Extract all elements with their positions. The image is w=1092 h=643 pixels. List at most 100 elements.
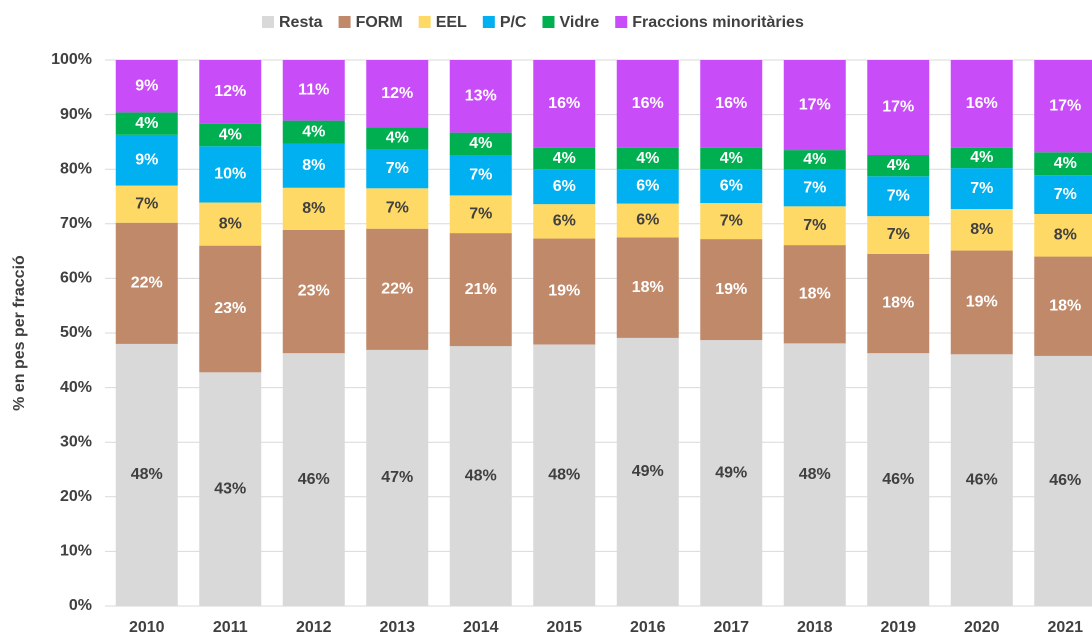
data-label: 19% <box>715 281 747 298</box>
bar-segment <box>950 147 1013 169</box>
data-label: 46% <box>1049 472 1081 489</box>
bar-segment <box>115 112 178 135</box>
bar-segment <box>533 204 596 239</box>
data-label: 4% <box>803 151 826 168</box>
data-label: 10% <box>214 166 246 183</box>
y-tick-label: 80% <box>60 160 92 177</box>
data-label: 19% <box>548 283 580 300</box>
bar-segment <box>115 343 178 606</box>
legend-label: Resta <box>279 14 323 31</box>
y-tick-label: 60% <box>60 270 92 287</box>
bar-segment <box>533 238 596 345</box>
bar-segment <box>199 60 262 124</box>
data-label: 9% <box>135 151 158 168</box>
bar-segment <box>115 134 178 186</box>
bar-segment <box>700 203 763 240</box>
data-label: 4% <box>720 150 743 167</box>
data-label: 7% <box>135 195 158 212</box>
x-tick-label: 2012 <box>296 619 332 636</box>
bar-segment <box>950 168 1013 210</box>
bar-segment <box>449 155 512 196</box>
data-label: 7% <box>720 212 743 229</box>
bar-segment <box>366 127 429 149</box>
x-tick-label: 2017 <box>713 619 749 636</box>
bar-segment <box>282 120 345 144</box>
data-label: 7% <box>970 180 993 197</box>
data-label: 17% <box>799 96 831 113</box>
bar-segment <box>533 60 596 148</box>
y-tick-label: 100% <box>51 51 92 68</box>
bar-segment <box>783 169 846 207</box>
bar-segment <box>700 60 763 148</box>
y-tick-label: 70% <box>60 215 92 232</box>
bar-segment <box>366 349 429 606</box>
data-label: 18% <box>799 285 831 302</box>
data-label: 18% <box>882 295 914 312</box>
x-tick-label: 2021 <box>1047 619 1083 636</box>
data-label: 4% <box>970 149 993 166</box>
data-label: 49% <box>632 463 664 480</box>
bar-segment <box>282 187 345 230</box>
data-label: 6% <box>636 212 659 229</box>
y-tick-label: 90% <box>60 106 92 123</box>
data-label: 16% <box>548 95 580 112</box>
x-tick-label: 2015 <box>546 619 582 636</box>
data-label: 18% <box>632 279 664 296</box>
bar-segment <box>700 239 763 341</box>
x-tick-label: 2014 <box>463 619 499 636</box>
data-label: 22% <box>131 275 163 292</box>
bar-segment <box>115 60 178 113</box>
data-label: 16% <box>966 95 998 112</box>
legend-swatch <box>262 16 274 28</box>
data-label: 9% <box>135 77 158 94</box>
data-label: 7% <box>887 187 910 204</box>
bar-segment <box>867 155 930 177</box>
x-tick-label: 2019 <box>880 619 916 636</box>
bar-segment <box>616 337 679 606</box>
bar-segment <box>867 216 930 254</box>
data-label: 4% <box>302 123 325 140</box>
data-label: 7% <box>386 200 409 217</box>
data-label: 46% <box>298 471 330 488</box>
bar-segment <box>867 60 930 156</box>
data-label: 48% <box>799 466 831 483</box>
bar-segment <box>115 185 178 223</box>
data-label: 8% <box>219 215 242 232</box>
bar-segment <box>199 372 262 606</box>
data-label: 11% <box>298 82 329 99</box>
bar-segment <box>616 60 679 148</box>
data-label: 7% <box>803 179 826 196</box>
legend-swatch <box>542 16 555 28</box>
y-tick-label: 30% <box>60 433 92 450</box>
bar-segment <box>616 203 679 238</box>
data-label: 7% <box>469 166 492 183</box>
bar-segment <box>1034 213 1092 257</box>
data-label: 4% <box>1054 155 1077 172</box>
bar-segment <box>449 60 512 133</box>
data-label: 19% <box>966 294 998 311</box>
legend-label: Fraccions minoritàries <box>632 14 804 31</box>
y-tick-label: 20% <box>60 488 92 505</box>
legend-swatch <box>482 16 495 28</box>
bar-segment <box>950 354 1013 606</box>
legend-swatch <box>418 16 431 28</box>
data-label: 17% <box>882 99 914 116</box>
bar-segment <box>449 233 512 347</box>
bar-segment <box>950 60 1013 148</box>
data-label: 13% <box>465 88 497 105</box>
data-label: 8% <box>1054 226 1077 243</box>
x-tick-label: 2013 <box>379 619 415 636</box>
bar-segment <box>199 202 262 246</box>
bar-segment <box>867 253 930 354</box>
x-tick-label: 2010 <box>129 619 165 636</box>
data-label: 4% <box>219 126 242 143</box>
y-axis-label: % en pes per fracció <box>11 255 28 411</box>
bar-segment <box>700 169 763 204</box>
bar-segment <box>199 146 262 203</box>
y-tick-label: 40% <box>60 379 92 396</box>
bar-segment <box>533 147 596 170</box>
bar-segment <box>282 353 345 606</box>
bar-segment <box>700 340 763 606</box>
